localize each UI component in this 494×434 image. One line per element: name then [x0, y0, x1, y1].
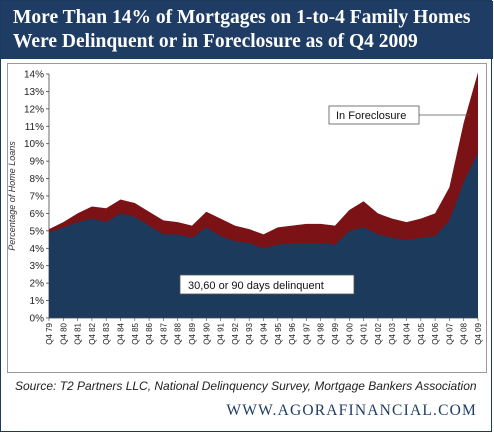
x-tick-label: Q4 81	[74, 322, 83, 344]
x-tick-label: Q4 86	[145, 322, 154, 344]
chart-areas	[49, 72, 478, 318]
x-tick-label: Q4 02	[374, 322, 383, 344]
y-axis: 0% 1% 2% 3% 4% 5% 6% 7% 8% 9% 10% 11% 12% 13% 14%	[24, 70, 50, 325]
y-tick-label: 6%	[30, 209, 45, 220]
y-tick-label: 13%	[24, 87, 44, 98]
x-tick-label: Q4 80	[59, 322, 68, 344]
y-tick-label: 7%	[30, 192, 45, 203]
x-tick-label: Q4 00	[345, 322, 354, 344]
x-tick-label: Q4 92	[231, 322, 240, 344]
callout-foreclosure: In Foreclosure	[328, 105, 470, 125]
title-banner: More Than 14% of Mortgages on 1-to-4 Fam…	[1, 1, 493, 59]
x-tick-label: Q4 93	[245, 322, 254, 344]
x-tick-label: Q4 87	[159, 322, 168, 344]
y-tick-label: 2%	[30, 279, 45, 290]
x-tick-label: Q4 88	[174, 322, 183, 344]
y-tick-label: 1%	[30, 296, 45, 307]
x-tick-label: Q4 84	[117, 322, 126, 344]
x-tick-label: Q4 04	[403, 322, 412, 344]
callout-delinquent: 30,60 or 90 days delinquent	[179, 274, 355, 295]
x-tick-label: Q4 97	[302, 322, 311, 344]
x-tick-label: Q4 06	[431, 322, 440, 344]
y-tick-label: 11%	[25, 122, 44, 133]
x-tick-label: Q4 82	[88, 322, 97, 344]
x-tick-label: Q4 79	[45, 322, 54, 344]
x-tick-label: Q4 98	[317, 322, 326, 344]
x-tick-label: Q4 07	[445, 322, 454, 344]
source-note: Source: T2 Partners LLC, National Delinq…	[15, 379, 477, 393]
y-axis-label: Percentage of Home Loans	[7, 141, 17, 251]
y-tick-label: 4%	[30, 244, 45, 255]
callout-foreclosure-text: In Foreclosure	[336, 110, 406, 122]
y-tick-label: 9%	[30, 157, 45, 168]
y-tick-label: 8%	[30, 174, 45, 185]
x-tick-label: Q4 89	[188, 322, 197, 344]
x-axis: Q4 79 Q4 80 Q4 81 Q4 82 Q4 83 Q4 84 Q4 85 Q4 86…	[45, 317, 483, 345]
x-tick-label: Q4 83	[102, 322, 111, 344]
x-tick-label: Q4 05	[417, 322, 426, 344]
y-tick-label: 12%	[24, 104, 44, 115]
chart-title-line-1: More Than 14% of Mortgages on 1-to-4 Fam…	[13, 7, 471, 28]
y-tick-label: 3%	[30, 261, 45, 272]
x-tick-label: Q4 99	[331, 322, 340, 344]
y-tick-label: 14%	[24, 70, 44, 81]
y-tick-label: 0%	[30, 314, 45, 325]
x-tick-label: Q4 01	[360, 322, 369, 344]
x-tick-label: Q4 85	[131, 322, 140, 344]
x-tick-label: Q4 96	[288, 322, 297, 344]
x-tick-label: Q4 09	[474, 322, 483, 344]
callout-delinquent-text: 30,60 or 90 days delinquent	[188, 280, 324, 292]
y-tick-label: 10%	[24, 139, 44, 150]
website-url: WWW.AGORAFINANCIAL.COM	[226, 402, 477, 419]
chart-title-line-2: Were Delinquent or in Foreclosure as of …	[13, 31, 418, 52]
x-tick-label: Q4 03	[388, 322, 397, 344]
x-tick-label: Q4 94	[260, 322, 269, 344]
callout-delinquent-box	[179, 274, 355, 295]
x-tick-label: Q4 95	[274, 322, 283, 344]
series-area-delinquent	[49, 152, 478, 318]
x-tick-label: Q4 90	[202, 322, 211, 344]
x-tick-label: Q4 08	[460, 322, 469, 344]
x-tick-label: Q4 91	[217, 322, 226, 344]
y-tick-label: 5%	[30, 226, 45, 237]
